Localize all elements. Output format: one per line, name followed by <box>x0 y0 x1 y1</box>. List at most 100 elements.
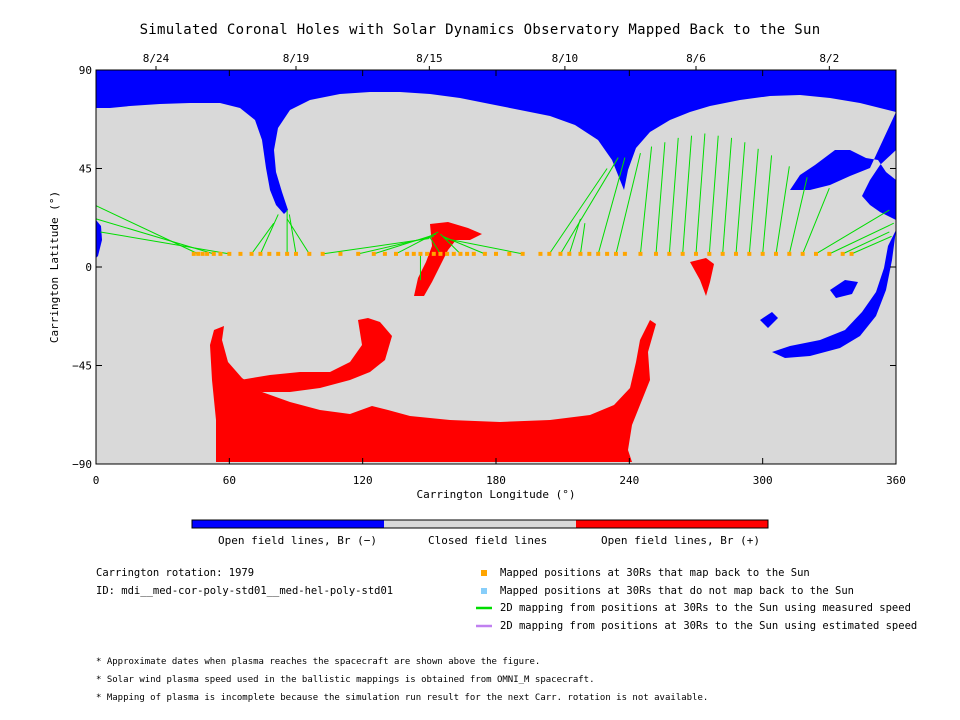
mapped-point <box>605 251 610 256</box>
mapped-point <box>425 251 430 256</box>
mapped-point <box>458 251 463 256</box>
field-line <box>251 222 275 255</box>
mapped-point <box>622 251 627 256</box>
mapped-point <box>680 251 685 256</box>
mapped-point <box>418 251 423 256</box>
mapped-point <box>654 251 658 256</box>
mapped-point <box>538 251 543 256</box>
small-hole-290-negative <box>760 312 778 328</box>
mapped-point <box>191 251 196 256</box>
mapped-point <box>840 251 845 256</box>
field-line <box>568 218 581 255</box>
coronal-hole-regions <box>96 70 896 462</box>
north-right-hole-negative <box>790 112 896 220</box>
date-label: 8/19 <box>283 52 310 65</box>
mapped-point <box>356 251 361 256</box>
x-tick-label: 180 <box>486 474 506 487</box>
mapped-point <box>338 251 343 256</box>
field-line <box>851 235 892 255</box>
y-axis-label: Carrington Latitude (°) <box>48 191 61 343</box>
date-label: 8/15 <box>416 52 443 65</box>
chart-title: Simulated Coronal Holes with Solar Dynam… <box>139 22 821 38</box>
field-line <box>579 223 586 254</box>
mapped-point <box>720 251 725 256</box>
x-tick-label: 360 <box>886 474 906 487</box>
south-hole-lobe-positive <box>240 318 392 392</box>
mapped-point <box>405 251 410 256</box>
mapped-point <box>320 251 325 256</box>
field-line <box>682 135 693 254</box>
footnote-incomplete: * Mapping of plasma is incomplete becaus… <box>96 693 709 703</box>
field-line <box>695 133 706 254</box>
small-hole-270-positive <box>690 258 714 296</box>
mapped-point <box>205 251 210 256</box>
run-id: ID: mdi__med-cor-poly-std01__med-hel-pol… <box>96 585 394 597</box>
mapped-point <box>451 251 456 256</box>
mapped-point <box>800 251 805 256</box>
y-tick-label: 45 <box>79 163 92 176</box>
legend-estimated-speed: 2D mapping from positions at 30Rs to the… <box>500 620 918 632</box>
mapped-point <box>196 251 201 256</box>
field-line <box>748 148 759 254</box>
mapped-point <box>294 251 298 256</box>
x-tick-label: 0 <box>93 474 100 487</box>
legend-square-marker <box>481 588 487 594</box>
mapped-point <box>465 251 470 256</box>
left-edge-hole-negative <box>96 220 102 258</box>
colorbar-segment <box>384 520 576 528</box>
mapped-point <box>382 251 387 256</box>
carrington-rotation: Carrington rotation: 1979 <box>96 567 255 579</box>
mapped-point <box>596 251 601 256</box>
mapped-point <box>211 251 216 256</box>
mapped-point <box>431 251 436 256</box>
colorbar-segment <box>192 520 384 528</box>
field-line <box>373 233 437 255</box>
legend-measured-speed: 2D mapping from positions at 30Rs to the… <box>500 602 911 614</box>
mapped-point <box>638 251 643 256</box>
south-right-hole-negative <box>772 230 896 358</box>
mapped-point <box>445 251 450 256</box>
x-tick-label: 60 <box>223 474 236 487</box>
mapped-point <box>707 251 712 256</box>
mapped-point <box>507 251 512 256</box>
mapped-points <box>191 251 854 256</box>
colorbar-label-negative: Open field lines, Br (−) <box>218 534 377 547</box>
footnote-plasma-speed: * Solar wind plasma speed used in the ba… <box>96 675 595 685</box>
mapped-point <box>747 251 752 256</box>
field-line <box>395 231 439 255</box>
field-lines <box>95 133 894 281</box>
mapped-point <box>258 251 263 256</box>
field-line <box>615 153 641 254</box>
mapped-point <box>411 251 416 256</box>
mapped-point <box>787 251 792 256</box>
field-line <box>802 188 830 255</box>
mapped-point <box>520 251 525 256</box>
field-line <box>815 209 890 255</box>
colorbar-frame <box>191 519 769 529</box>
colorbar <box>191 519 769 529</box>
x-tick-label: 300 <box>753 474 773 487</box>
mapped-point <box>482 251 487 256</box>
mapped-point <box>276 251 281 256</box>
field-line <box>288 214 297 254</box>
date-label: 8/6 <box>686 52 706 65</box>
legend-mapped-back: Mapped positions at 30Rs that map back t… <box>500 567 810 579</box>
field-line <box>639 146 653 254</box>
field-line <box>444 238 523 255</box>
date-label: 8/10 <box>552 52 579 65</box>
field-line <box>842 231 890 255</box>
date-label: 8/2 <box>819 52 839 65</box>
field-line <box>548 168 608 255</box>
mapped-point <box>438 251 443 256</box>
colorbar-segment <box>576 520 768 528</box>
mapped-point <box>371 251 376 256</box>
mapped-point <box>760 251 765 256</box>
footnote-dates: * Approximate dates when plasma reaches … <box>96 657 541 667</box>
mapped-point <box>218 251 223 256</box>
colorbar-label-closed: Closed field lines <box>428 534 548 547</box>
x-tick-label: 240 <box>619 474 639 487</box>
mapped-point <box>694 251 698 256</box>
north-polar-hole-negative <box>96 70 896 214</box>
x-axis-label: Carrington Longitude (°) <box>417 488 576 501</box>
